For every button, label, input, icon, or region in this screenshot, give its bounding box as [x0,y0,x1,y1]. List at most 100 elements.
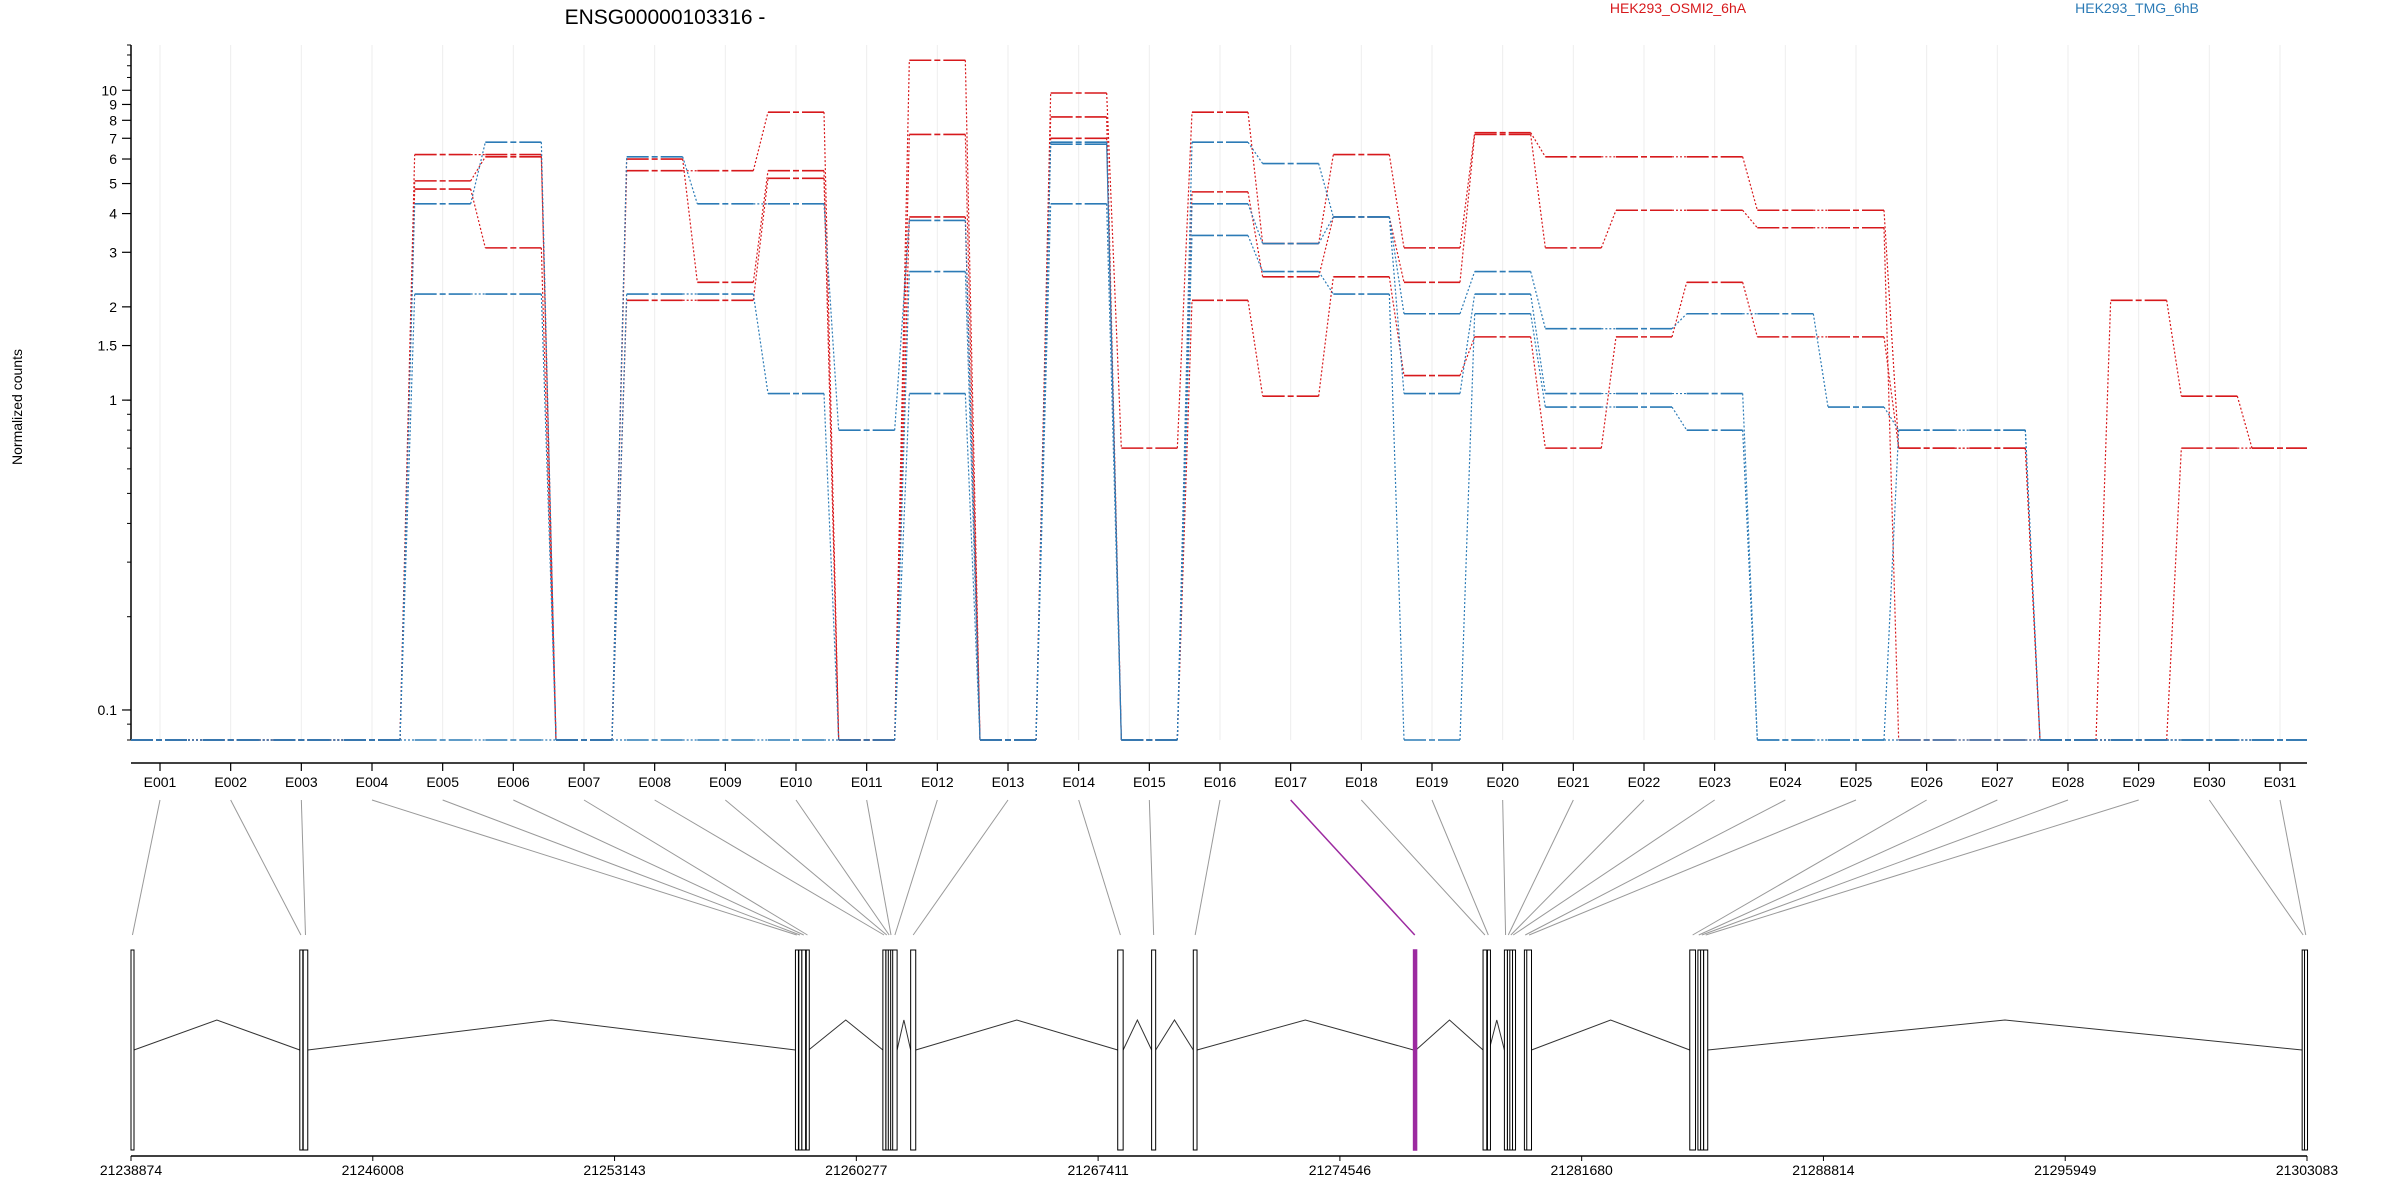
series-connector [611,294,628,741]
y-tick-label: 8 [109,112,117,128]
series-connector [470,156,486,182]
series-connector [823,178,840,741]
series-connector [964,393,981,741]
x-tick-label: E008 [638,774,671,790]
exon-block [1117,949,1124,1151]
y-tick-label: 10 [101,82,117,98]
series-line [131,143,2307,741]
series-connector [1318,163,1334,218]
x-tick-label: E001 [144,774,177,790]
gene-model-track [130,949,2309,1151]
exon-block [130,949,135,1151]
exon-connector [1507,799,1574,936]
series-connector [823,393,840,741]
y-tick-label: 0.1 [98,702,118,718]
exon-connector [371,799,797,936]
series-connector [1388,216,1405,394]
exon-block [299,949,304,1151]
series-connector [1459,336,1476,376]
series-connector [1247,203,1264,244]
series-connector [1388,276,1405,376]
x-tick-label: E027 [1981,774,2014,790]
y-axis-label: Normalized counts [9,349,25,465]
exon-connector [1431,799,1489,936]
series-connector [894,220,910,431]
x-tick-label: E022 [1628,774,1661,790]
exon-block [882,949,887,1151]
series-connector [1176,112,1193,449]
series-connector [1459,293,1476,394]
exon-connector [300,799,306,936]
series-connector [1530,336,1546,449]
series-connector [1883,210,1900,449]
series-line [131,59,2307,741]
exon-connector [1148,799,1155,936]
series-connector [1530,293,1546,394]
exon-block [1689,949,1697,1151]
exon-block [892,949,898,1151]
y-tick-label: 2 [109,299,117,315]
intron-line [133,1019,300,1051]
intron-line [1531,1019,1690,1051]
x-tick-label: E025 [1840,774,1873,790]
exon-block [1526,949,1533,1151]
x-tick-label: E014 [1062,774,1095,790]
plot-axes [130,45,2307,764]
series-connector [1388,216,1405,314]
series-connector [752,170,769,283]
exon-block [2304,949,2309,1151]
intron-line [1415,1019,1484,1051]
series-connector [823,112,840,741]
x-tick-label: E009 [709,774,742,790]
series-connector [1530,132,1546,158]
genome-tick-label: 21288814 [1792,1162,1855,1178]
series-lines [131,59,2307,741]
series-connector [1176,235,1193,741]
intron-line [1122,1018,1153,1051]
exon-block [798,949,803,1151]
exon-connector-lines [131,799,2307,936]
exon-connector [1502,799,1507,936]
intron-line [915,1019,1118,1051]
x-tick-label: E012 [921,774,954,790]
exon-connector [583,799,808,936]
x-tick-label: E004 [356,774,389,790]
series-connector [1530,271,1546,329]
x-tick-label: E018 [1345,774,1378,790]
exon-block [1482,949,1488,1151]
exon-connector [795,799,890,936]
series-connector [2095,300,2112,741]
genome-tick-label: 21303083 [2276,1162,2339,1178]
exon-block [801,949,807,1151]
series-connector [752,293,769,394]
intron-line [808,1019,884,1051]
exon-block [1412,949,1418,1151]
series-connector [1247,141,1264,164]
exon-block [805,949,810,1151]
x-tick-label: E024 [1769,774,1802,790]
exon-connector [912,799,1009,936]
x-tick-label: E023 [1698,774,1731,790]
x-tick-label: E002 [214,774,247,790]
x-tick-label: E020 [1486,774,1519,790]
exon-connector [866,799,892,936]
series-connector [894,216,910,741]
series-connector [894,271,910,741]
x-tick-label: E019 [1416,774,1449,790]
series-connector [1176,191,1193,741]
exon-connector [654,799,885,936]
series-connector [964,60,981,741]
series-connector [1318,216,1334,277]
genome-tick-label: 21295949 [2034,1162,2097,1178]
exon-connector [1698,799,1998,936]
exon-connector [2279,799,2307,936]
y-tick-label: 9 [109,96,117,112]
series-connector [1459,134,1476,283]
series-connector [752,112,769,171]
exon-connector [1705,799,2139,936]
genome-tick-label: 21238874 [100,1162,163,1178]
x-tick-label: E031 [2264,774,2297,790]
chart-title: ENSG00000103316 - [565,6,766,29]
